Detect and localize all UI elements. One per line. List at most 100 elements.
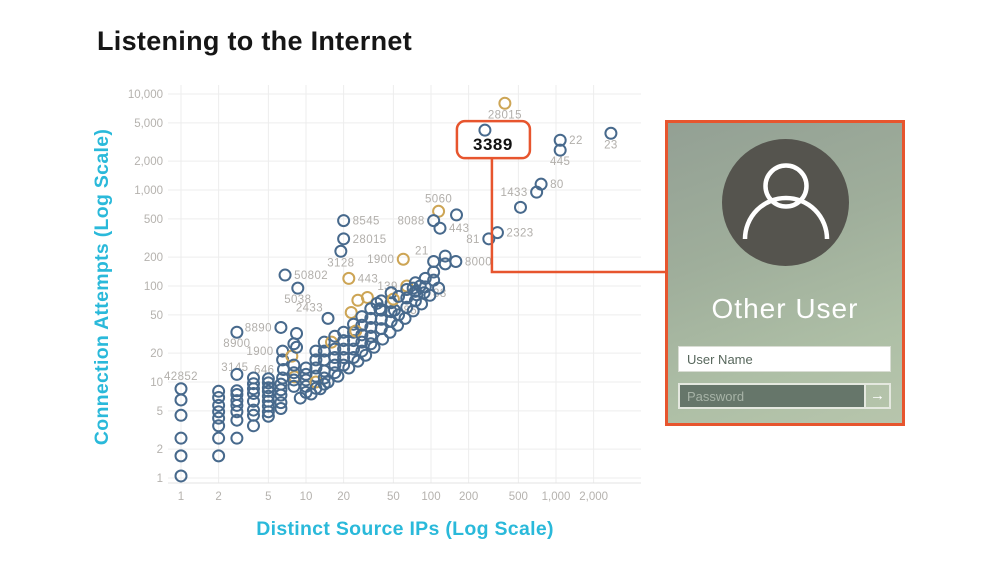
y-axis-title: Connection Attempts (Log Scale): [91, 129, 113, 445]
data-point: [278, 268, 292, 282]
data-point: [246, 403, 260, 417]
data-point: [337, 232, 351, 246]
point-label: 1900: [367, 254, 394, 266]
user-icon: [742, 163, 830, 240]
x-tick-label: 1,000: [542, 491, 571, 503]
data-point: [427, 254, 441, 268]
data-point: [261, 384, 275, 398]
data-point: [287, 358, 301, 372]
data-point: [174, 431, 188, 445]
point-label: 3145: [221, 362, 248, 374]
data-point: [355, 318, 369, 332]
data-point: [321, 311, 335, 325]
data-point: [396, 252, 410, 266]
y-tick-label: 50: [150, 310, 163, 322]
data-point: [287, 373, 301, 387]
data-point: [261, 376, 275, 390]
point-label: 8000: [465, 256, 492, 268]
data-point: [360, 290, 374, 304]
data-point: [321, 375, 335, 389]
data-point: [309, 344, 323, 358]
y-tick-label: 100: [144, 281, 163, 293]
data-point: [212, 419, 226, 433]
data-point: [291, 281, 305, 295]
data-point: [514, 200, 528, 214]
data-point: [246, 386, 260, 400]
username-input[interactable]: [678, 346, 891, 372]
y-tick-label: 1: [157, 473, 163, 485]
data-point: [261, 381, 275, 395]
data-point: [408, 294, 422, 308]
data-point: [342, 361, 356, 375]
data-point: [212, 411, 226, 425]
data-point: [423, 288, 437, 302]
point-label: 8900: [223, 338, 250, 350]
highlight-label: 3389: [473, 135, 513, 154]
y-tick-label: 1,000: [134, 185, 163, 197]
point-label: 28015: [488, 109, 522, 121]
point-label: 8088: [397, 216, 424, 228]
y-tick-label: 5: [157, 406, 163, 418]
grid-layer: 1 2 5 10 20 50 100 200 500 1,000 2,000 5,000 10,000 1…: [128, 85, 641, 503]
x-tick-label: 100: [421, 491, 440, 503]
point-label: 443: [358, 273, 378, 285]
data-point: [344, 305, 358, 319]
point-label: 81: [466, 234, 480, 246]
data-point: [317, 335, 331, 349]
data-point: [384, 305, 398, 319]
data-point: [415, 297, 429, 311]
data-point: [355, 310, 369, 324]
data-point: [342, 271, 356, 285]
arrow-right-icon: →: [870, 387, 885, 404]
point-label: 22: [569, 135, 583, 147]
data-point: [274, 401, 288, 415]
data-point: [290, 327, 304, 341]
data-point: [384, 314, 398, 328]
data-point: [364, 337, 378, 351]
data-point: [392, 308, 406, 322]
point-label: 80: [550, 179, 564, 191]
data-point: [337, 214, 351, 228]
data-point: [553, 133, 567, 147]
data-point: [334, 244, 348, 258]
data-point: [290, 340, 304, 354]
data-point: [174, 408, 188, 422]
data-point: [400, 282, 414, 296]
point-label: 42852: [164, 371, 198, 383]
data-point: [274, 396, 288, 410]
x-tick-label: 50: [387, 491, 400, 503]
data-point: [328, 366, 342, 380]
data-point: [230, 367, 244, 381]
data-point: [438, 257, 452, 271]
data-point: [261, 389, 275, 403]
x-tick-label: 1: [178, 491, 184, 503]
data-point: [328, 350, 342, 364]
password-input[interactable]: [680, 385, 864, 407]
y-tick-label: 500: [144, 214, 163, 226]
data-point: [553, 143, 567, 157]
y-tick-label: 2,000: [134, 156, 163, 168]
data-point: [174, 393, 188, 407]
point-label: 28015: [353, 234, 387, 246]
x-tick-label: 200: [459, 491, 478, 503]
point-label: 445: [550, 156, 570, 168]
data-point: [246, 394, 260, 408]
point-label: 3128: [327, 257, 354, 269]
submit-arrow-button[interactable]: →: [864, 385, 889, 407]
data-point: [309, 361, 323, 375]
data-point: [433, 221, 447, 235]
data-point: [355, 328, 369, 342]
y-tick-label: 2: [157, 444, 163, 456]
point-label: 2433: [296, 302, 323, 314]
y-tick-label: 10,000: [128, 89, 163, 101]
point-label: 2323: [506, 228, 533, 240]
data-point: [246, 377, 260, 391]
data-point: [246, 419, 260, 433]
data-point: [261, 372, 275, 386]
data-point: [230, 325, 244, 339]
point-label: 8890: [245, 322, 272, 334]
data-point: [450, 208, 464, 222]
data-point: [337, 342, 351, 356]
data-point: [212, 384, 226, 398]
